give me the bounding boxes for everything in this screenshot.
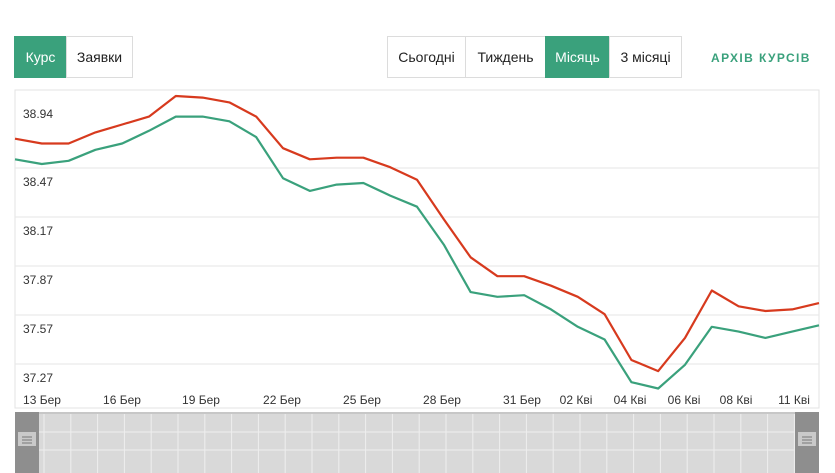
x-tick-label: 02 Кві [560,393,593,407]
tabs-period: Сьогодні Тиждень Місяць 3 місяці [387,36,682,78]
x-tick-label: 11 Кві [778,393,810,407]
tab-period-0[interactable]: Сьогодні [387,36,466,78]
tab-period-2[interactable]: Місяць [545,36,610,78]
navigator[interactable] [15,412,819,473]
navigator-handle-right[interactable] [795,412,819,473]
plot-area [14,89,820,409]
y-tick-label: 38.94 [23,107,53,121]
tabs-left: Курс Заявки [14,36,133,78]
navigator-window[interactable] [38,414,795,473]
tab-period-1[interactable]: Тиждень [465,36,546,78]
y-tick-label: 37.57 [23,322,53,336]
x-tick-label: 31 Бер [503,393,541,407]
x-tick-label: 06 Кві [668,393,701,407]
x-tick-label: 16 Бер [103,393,141,407]
series-line-0 [14,94,820,373]
navigator-handle-left[interactable] [15,412,39,473]
x-tick-label: 25 Бер [343,393,381,407]
tab-left-1[interactable]: Заявки [66,36,133,78]
y-tick-label: 38.47 [23,175,53,189]
x-tick-label: 08 Кві [720,393,753,407]
x-tick-label: 28 Бер [423,393,461,407]
y-tick-label: 37.27 [23,371,53,385]
y-tick-label: 37.87 [23,273,53,287]
x-tick-label: 22 Бер [263,393,301,407]
series-line-1 [14,115,820,390]
y-tick-label: 38.17 [23,224,53,238]
x-tick-label: 19 Бер [182,393,220,407]
tab-period-3[interactable]: 3 місяці [609,36,682,78]
archive-link[interactable]: АРХІВ КУРСІВ [711,51,811,65]
x-tick-label: 04 Кві [614,393,647,407]
tab-left-0[interactable]: Курс [14,36,67,78]
x-tick-label: 13 Бер [23,393,61,407]
